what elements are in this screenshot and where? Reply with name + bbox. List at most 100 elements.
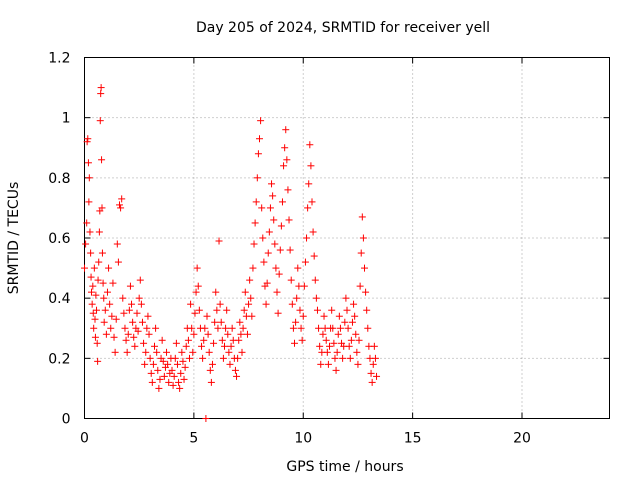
- data-point: [359, 234, 367, 242]
- data-point: [194, 282, 202, 290]
- data-point: [101, 306, 109, 314]
- data-point: [292, 318, 300, 326]
- data-point: [88, 288, 95, 296]
- y-tick-label: 0.2: [48, 351, 70, 367]
- data-point: [277, 222, 285, 230]
- data-point: [323, 348, 331, 356]
- data-point: [263, 279, 271, 287]
- data-point: [187, 300, 195, 308]
- data-point: [138, 318, 146, 326]
- data-point: [296, 306, 304, 314]
- data-point: [283, 156, 291, 164]
- x-tick-label: 20: [513, 431, 531, 447]
- data-point: [369, 360, 377, 368]
- data-point: [186, 354, 193, 362]
- data-point: [98, 249, 106, 257]
- data-point: [137, 300, 145, 308]
- data-point: [214, 324, 222, 332]
- data-point: [260, 258, 268, 266]
- data-point: [181, 363, 189, 371]
- data-point: [111, 348, 119, 356]
- data-point: [300, 282, 308, 290]
- data-point: [307, 162, 315, 170]
- data-point: [93, 306, 101, 314]
- data-point: [272, 264, 280, 272]
- data-point: [285, 216, 293, 224]
- data-point: [246, 276, 254, 284]
- data-point: [154, 366, 162, 374]
- data-point: [173, 360, 181, 368]
- data-point: [351, 312, 359, 320]
- data-point: [225, 348, 233, 356]
- data-point: [282, 126, 290, 134]
- data-point: [148, 378, 156, 386]
- data-point: [262, 300, 270, 308]
- data-point: [184, 336, 192, 344]
- data-point: [143, 324, 151, 332]
- data-point: [264, 249, 272, 257]
- data-point: [224, 330, 232, 338]
- data-point: [310, 252, 318, 260]
- data-point: [303, 234, 311, 242]
- data-point: [258, 204, 266, 212]
- data-point: [119, 294, 127, 302]
- data-point: [227, 342, 235, 350]
- data-point: [326, 342, 333, 350]
- data-point: [250, 240, 258, 248]
- data-point: [294, 264, 302, 272]
- data-point: [201, 324, 209, 332]
- data-point: [249, 264, 257, 272]
- grid-lines: [84, 57, 610, 419]
- data-point: [87, 273, 95, 281]
- data-point: [284, 186, 292, 194]
- data-point: [347, 336, 355, 344]
- data-point: [158, 336, 166, 344]
- data-point: [336, 324, 344, 332]
- data-point: [179, 357, 187, 365]
- data-point: [144, 312, 152, 320]
- data-point: [141, 360, 149, 368]
- data-point: [320, 312, 328, 320]
- data-point: [195, 306, 203, 314]
- x-tick-label: 5: [189, 431, 198, 447]
- data-point: [344, 324, 352, 332]
- x-axis-label: GPS time / hours: [286, 459, 403, 475]
- data-point: [317, 360, 325, 368]
- data-point: [210, 339, 218, 347]
- data-point: [98, 156, 106, 164]
- data-point: [90, 264, 98, 272]
- data-point: [211, 318, 219, 326]
- data-point: [248, 312, 256, 320]
- data-point: [177, 369, 185, 377]
- data-point: [247, 294, 255, 302]
- data-point: [259, 234, 267, 242]
- data-point: [298, 336, 306, 344]
- data-point: [235, 336, 243, 344]
- data-point: [107, 324, 115, 332]
- data-point: [312, 294, 320, 302]
- data-point: [108, 312, 116, 320]
- data-point: [358, 213, 366, 221]
- data-point: [121, 324, 129, 332]
- data-point: [206, 366, 214, 374]
- y-tick-label: 1.2: [48, 51, 70, 67]
- data-point: [151, 342, 158, 350]
- data-point: [189, 348, 197, 356]
- data-point: [198, 342, 206, 350]
- data-point: [237, 330, 245, 338]
- data-point: [253, 174, 261, 182]
- data-point: [182, 342, 190, 350]
- data-point: [140, 339, 148, 347]
- data-point: [293, 294, 301, 302]
- data-point: [324, 360, 332, 368]
- data-point: [149, 360, 157, 368]
- data-point: [309, 228, 317, 236]
- data-point: [212, 288, 220, 296]
- data-point: [164, 360, 172, 368]
- data-point: [102, 330, 110, 338]
- data-point: [269, 192, 277, 200]
- data-point: [311, 276, 319, 284]
- data-point: [236, 318, 244, 326]
- data-point: [152, 324, 160, 332]
- data-point: [192, 288, 200, 296]
